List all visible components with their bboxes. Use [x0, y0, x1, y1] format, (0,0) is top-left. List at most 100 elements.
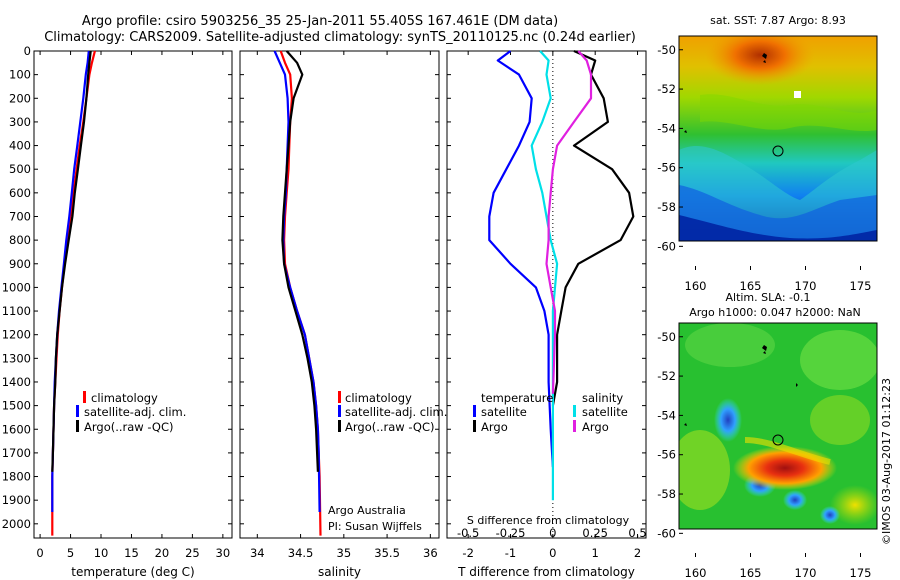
series-line-climatology	[51, 50, 96, 536]
legend-swatch-climatology	[338, 391, 341, 403]
legend-swatch-satellite	[338, 405, 341, 417]
x-tick-label: 5	[67, 546, 74, 560]
x-tick-label: 10	[94, 546, 109, 560]
difference-plot-frame	[446, 50, 647, 539]
legend-title-temperature: temperature	[481, 391, 553, 405]
map-x-tick-label: 160	[685, 279, 707, 293]
map-y-tick-label: -58	[657, 487, 676, 501]
legend-swatch-climatology	[83, 391, 86, 403]
salinity-legend: climatology satellite-adj. clim. Argo(..…	[328, 391, 447, 533]
y-tick-label: 600	[9, 186, 31, 200]
sla-map-title: Altim. SLA: -0.1	[725, 291, 810, 304]
y-tick-label: 400	[9, 139, 31, 153]
series-line-temperature-argo	[551, 49, 635, 406]
series-line-satellite-adj-clim-	[273, 50, 321, 513]
y-tick-label: 1100	[2, 304, 31, 318]
y-tick-label: 700	[9, 209, 31, 223]
y-tick-label: 1900	[2, 493, 31, 507]
y-tick-label: 900	[9, 257, 31, 271]
x-tick-label: 30	[216, 546, 231, 560]
x-axis-label: salinity	[318, 565, 361, 579]
s-difference-axis-label: S difference from climatology	[467, 514, 630, 527]
series-line-argo-raw-qc-	[281, 50, 319, 472]
x-tick-label: 0	[549, 546, 556, 560]
x-axis-label: temperature (deg C)	[71, 565, 194, 579]
map-x-tick-label: 170	[795, 279, 817, 293]
s-tick-label: -0.5	[457, 526, 479, 540]
map-y-tick-label: -54	[657, 121, 676, 135]
y-tick-label: 1800	[2, 470, 31, 484]
series-line-salinity-satellite	[530, 50, 559, 501]
map-y-tick-label: -60	[657, 526, 676, 540]
argo-location-marker	[772, 434, 784, 446]
y-tick-label: 800	[9, 233, 31, 247]
map-y-tick-label: -52	[657, 369, 676, 383]
x-axis-label: T difference from climatology	[457, 565, 635, 579]
temperature-legend: climatology satellite-adj. clim. Argo(..…	[76, 391, 186, 434]
x-tick-label: -1	[505, 546, 516, 560]
figure-title-line1: Argo profile: csiro 5903256_35 25-Jan-20…	[82, 14, 558, 29]
difference-legend: temperature salinity satellite Argo sate…	[467, 391, 630, 527]
y-tick-label: 100	[9, 68, 31, 82]
y-tick-label: 1500	[2, 399, 31, 413]
series-line-argo-raw-qc-	[51, 50, 92, 472]
difference-plot: -2 -1 0 1 2 T difference from climatology -0.5…	[447, 49, 647, 579]
sla-map-image	[679, 323, 877, 529]
x-tick-label: 35	[337, 546, 352, 560]
pi-note: PI: Susan Wijffels	[328, 520, 422, 533]
map-y-tick-label: -58	[657, 200, 676, 214]
figure-title-line2: Climatology: CARS2009. Satellite-adjuste…	[44, 30, 636, 45]
x-tick-label: 25	[185, 546, 200, 560]
x-tick-label: 0	[36, 546, 43, 560]
x-tick-label: 34	[250, 546, 265, 560]
x-tick-label: 15	[124, 546, 139, 560]
sst-map-title: sat. SST: 7.87 Argo: 8.93	[710, 14, 846, 27]
s-tick-label: 0	[549, 526, 556, 540]
sst-map-frame	[678, 35, 878, 242]
x-tick-label: 36	[423, 546, 438, 560]
map-x-tick-label: 165	[740, 279, 762, 293]
legend-label-satellite: satellite-adj. clim.	[345, 405, 447, 419]
legend-swatch-argo	[338, 420, 341, 432]
y-tick-label: 1200	[2, 328, 31, 342]
y-tick-label: 2000	[2, 517, 31, 531]
legend-swatch-temp-satellite	[473, 405, 476, 417]
map-y-tick-label: -56	[657, 161, 676, 175]
y-tick-label: 1300	[2, 351, 31, 365]
legend-label-climatology: climatology	[91, 391, 158, 405]
series-line-temperature-satellite	[488, 50, 554, 468]
x-tick-label: 35.5	[374, 546, 400, 560]
temperature-plot: 0 5 10 15 20 25 300100200300400500600700800900…	[2, 44, 232, 579]
y-tick-label: 1000	[2, 280, 31, 294]
argo-australia-note: Argo Australia	[328, 504, 406, 517]
legend-label-sal-argo: Argo	[582, 420, 609, 434]
sst-map-image	[679, 36, 877, 241]
map-x-tick-label: 160	[685, 566, 707, 580]
legend-title-salinity: salinity	[582, 391, 623, 405]
map-y-tick-label: -60	[657, 239, 676, 253]
sst-map-panel: sat. SST: 7.87 Argo: 8.93 160 165 170 175 -5…	[657, 14, 878, 293]
series-line-climatology	[279, 50, 322, 536]
map-y-tick-label: -56	[657, 448, 676, 462]
sla-map-panel: Altim. SLA: -0.1 Argo h1000: 0.047 h2000…	[657, 291, 878, 580]
y-tick-label: 500	[9, 162, 31, 176]
legend-swatch-sal-argo	[573, 420, 576, 432]
y-tick-label: 1600	[2, 422, 31, 436]
legend-swatch-satellite	[76, 405, 79, 417]
salinity-plot: 34 34.5 35 35.5 36 salinity	[240, 50, 439, 579]
temperature-plot-frame	[33, 50, 233, 539]
sla-map-subtitle: Argo h1000: 0.047 h2000: NaN	[689, 306, 861, 319]
s-tick-label: -0.25	[496, 526, 526, 540]
map-x-tick-label: 175	[850, 279, 872, 293]
y-tick-label: 1400	[2, 375, 31, 389]
x-tick-label: 2	[634, 546, 641, 560]
legend-label-sal-satellite: satellite	[582, 405, 628, 419]
sla-map-frame	[678, 322, 878, 530]
imos-watermark: ©IMOS 03-Aug-2017 01:12:23	[880, 378, 893, 545]
argo-location-marker	[772, 145, 784, 157]
salinity-plot-frame	[239, 50, 440, 539]
y-tick-label: 1700	[2, 446, 31, 460]
legend-label-temp-satellite: satellite	[481, 405, 527, 419]
